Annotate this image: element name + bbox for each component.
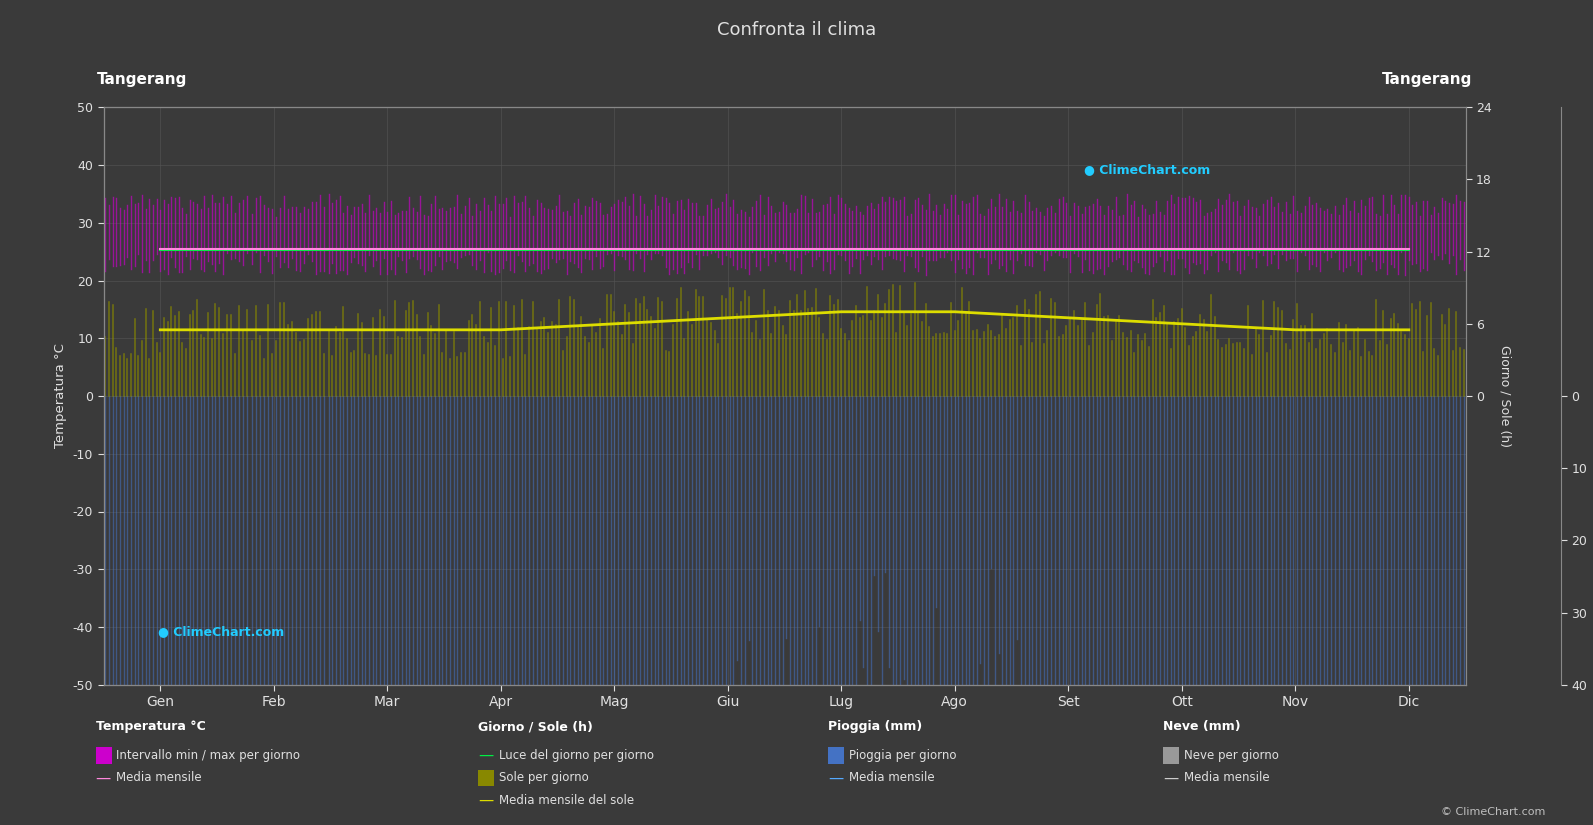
Text: Giorno / Sole (h): Giorno / Sole (h)	[478, 720, 593, 733]
Text: —: —	[828, 771, 844, 785]
Y-axis label: Giorno / Sole (h): Giorno / Sole (h)	[1499, 345, 1512, 447]
Text: Confronta il clima: Confronta il clima	[717, 21, 876, 39]
Text: —: —	[478, 793, 494, 808]
Text: —: —	[478, 748, 494, 763]
Text: —: —	[1163, 771, 1179, 785]
Text: Media mensile: Media mensile	[116, 771, 202, 785]
Text: Neve per giorno: Neve per giorno	[1184, 749, 1279, 762]
Text: Intervallo min / max per giorno: Intervallo min / max per giorno	[116, 749, 301, 762]
Text: Media mensile: Media mensile	[849, 771, 935, 785]
Y-axis label: Temperatura °C: Temperatura °C	[54, 343, 67, 449]
Text: Pioggia per giorno: Pioggia per giorno	[849, 749, 956, 762]
Text: Luce del giorno per giorno: Luce del giorno per giorno	[499, 749, 653, 762]
Text: Media mensile del sole: Media mensile del sole	[499, 794, 634, 807]
Text: Media mensile: Media mensile	[1184, 771, 1270, 785]
Text: Neve (mm): Neve (mm)	[1163, 720, 1241, 733]
Text: © ClimeChart.com: © ClimeChart.com	[1440, 807, 1545, 817]
Text: Pioggia (mm): Pioggia (mm)	[828, 720, 922, 733]
Text: Sole per giorno: Sole per giorno	[499, 771, 588, 785]
Text: —: —	[96, 771, 112, 785]
Text: ● ClimeChart.com: ● ClimeChart.com	[158, 625, 284, 639]
Text: Temperatura °C: Temperatura °C	[96, 720, 205, 733]
Text: ● ClimeChart.com: ● ClimeChart.com	[1085, 163, 1211, 177]
Text: Tangerang: Tangerang	[1383, 72, 1472, 87]
Text: Tangerang: Tangerang	[97, 72, 186, 87]
